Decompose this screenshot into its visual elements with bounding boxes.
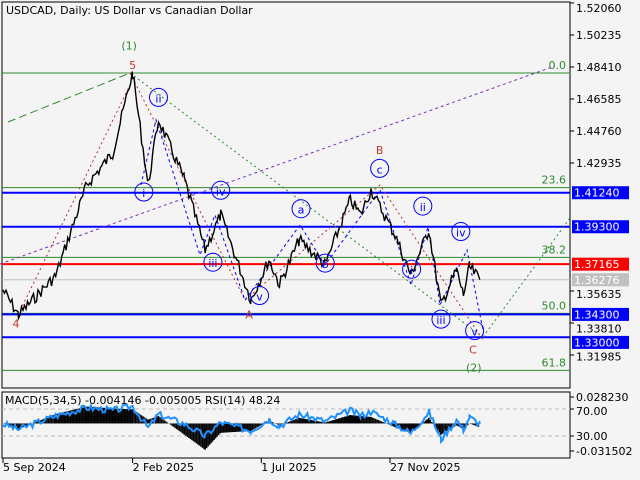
indicator-tick-label: 70.00 [576, 405, 608, 418]
price-level-value: 1.34300 [574, 308, 620, 321]
price-level-tag [572, 220, 629, 234]
wave-label: (1) [121, 40, 137, 53]
price-level-tag [572, 335, 629, 349]
wave-label-circle [413, 196, 433, 216]
wave-label: c [377, 163, 383, 176]
price-series [2, 71, 481, 321]
wave-label: v [471, 326, 478, 339]
price-level-value: 1.37165 [574, 258, 620, 271]
wave-label: (2) [466, 362, 482, 375]
wave-label-circle [291, 199, 311, 219]
wave-label: 4 [12, 318, 19, 331]
wave-label-circle [250, 286, 270, 306]
fib-level-label: 61.8 [542, 356, 567, 369]
channel-line-purple [0, 65, 556, 265]
wave-label: iii [436, 314, 445, 327]
price-tick-label: 1.50235 [576, 29, 622, 42]
wave-label: B [376, 144, 384, 157]
wave-label-circle [148, 87, 168, 107]
wave-path-blue [140, 118, 246, 301]
price-tick-label: 1.44760 [576, 125, 622, 138]
price-tick-label: 1.48410 [576, 61, 622, 74]
wave-label: ii [155, 92, 161, 105]
price-level-value: 1.39300 [574, 221, 620, 234]
wave-label-circle [431, 309, 451, 329]
wave-label: v [256, 291, 263, 304]
rsi-line [2, 402, 481, 445]
main-plot-area [1, 1, 571, 389]
price-level-value: 1.36276 [574, 274, 620, 287]
wave-label-circle [465, 321, 485, 341]
wave-label-circle [315, 253, 335, 273]
wave-label-circle [402, 259, 422, 279]
wave-label: 5 [129, 59, 136, 72]
price-tick-label: 1.33810 [576, 322, 622, 335]
wave-label: ii [420, 201, 426, 214]
chart-title: USDCAD, Daily: US Dollar vs Canadian Dol… [6, 4, 253, 17]
wave-path-blue [244, 189, 381, 301]
indicator-label: MACD(5,34,5) -0.004146 -0.005005 RSI(14)… [5, 394, 280, 407]
wave-label: iv [456, 227, 466, 240]
channel-line-green [129, 72, 484, 338]
date-tick-label: 2 Feb 2025 [133, 461, 194, 474]
price-tick-label: 1.52060 [576, 2, 622, 15]
indicator-tick-label: -0.031502 [576, 445, 632, 458]
fib-level-label: 38.2 [542, 243, 567, 256]
price-tick-label: 1.31985 [576, 350, 622, 363]
price-level-tag [572, 257, 629, 271]
date-tick-label: 1 Jul 2025 [261, 461, 316, 474]
price-tick-label: 1.35635 [576, 288, 622, 301]
wave-label: i [410, 264, 413, 277]
price-level-value: 1.33000 [574, 336, 620, 349]
trend-line-green [7, 72, 131, 123]
wave-label-circle [203, 252, 223, 272]
price-level-tag [572, 273, 629, 287]
fib-level-label: 50.0 [542, 299, 567, 312]
wave-label: b [322, 258, 329, 271]
price-tick-label: 1.46585 [576, 93, 622, 106]
date-tick-label: 5 Sep 2024 [3, 461, 66, 474]
wave-label-circle [134, 182, 154, 202]
wave-label: a [298, 204, 305, 217]
wave-label: iv [216, 185, 226, 198]
price-tick-label: 1.42935 [576, 157, 622, 170]
price-level-tag [572, 307, 629, 321]
wave-label-circle [370, 158, 390, 178]
wave-label: i [142, 187, 145, 200]
indicator-tick-label: 30.00 [576, 430, 608, 443]
wave-label-circle [211, 180, 231, 200]
wave-label: iii [208, 257, 217, 270]
wave-label: C [469, 344, 477, 357]
fib-level-label: 23.6 [542, 174, 567, 187]
fib-level-label: 0.0 [549, 59, 567, 72]
price-level-tag [572, 186, 629, 200]
price-level-value: 1.41240 [574, 187, 620, 200]
indicator-tick-label: 0.028230 [576, 391, 629, 404]
date-tick-label: 27 Nov 2025 [390, 461, 460, 474]
wave-label: A [245, 309, 253, 322]
wave-label-circle [451, 222, 471, 242]
